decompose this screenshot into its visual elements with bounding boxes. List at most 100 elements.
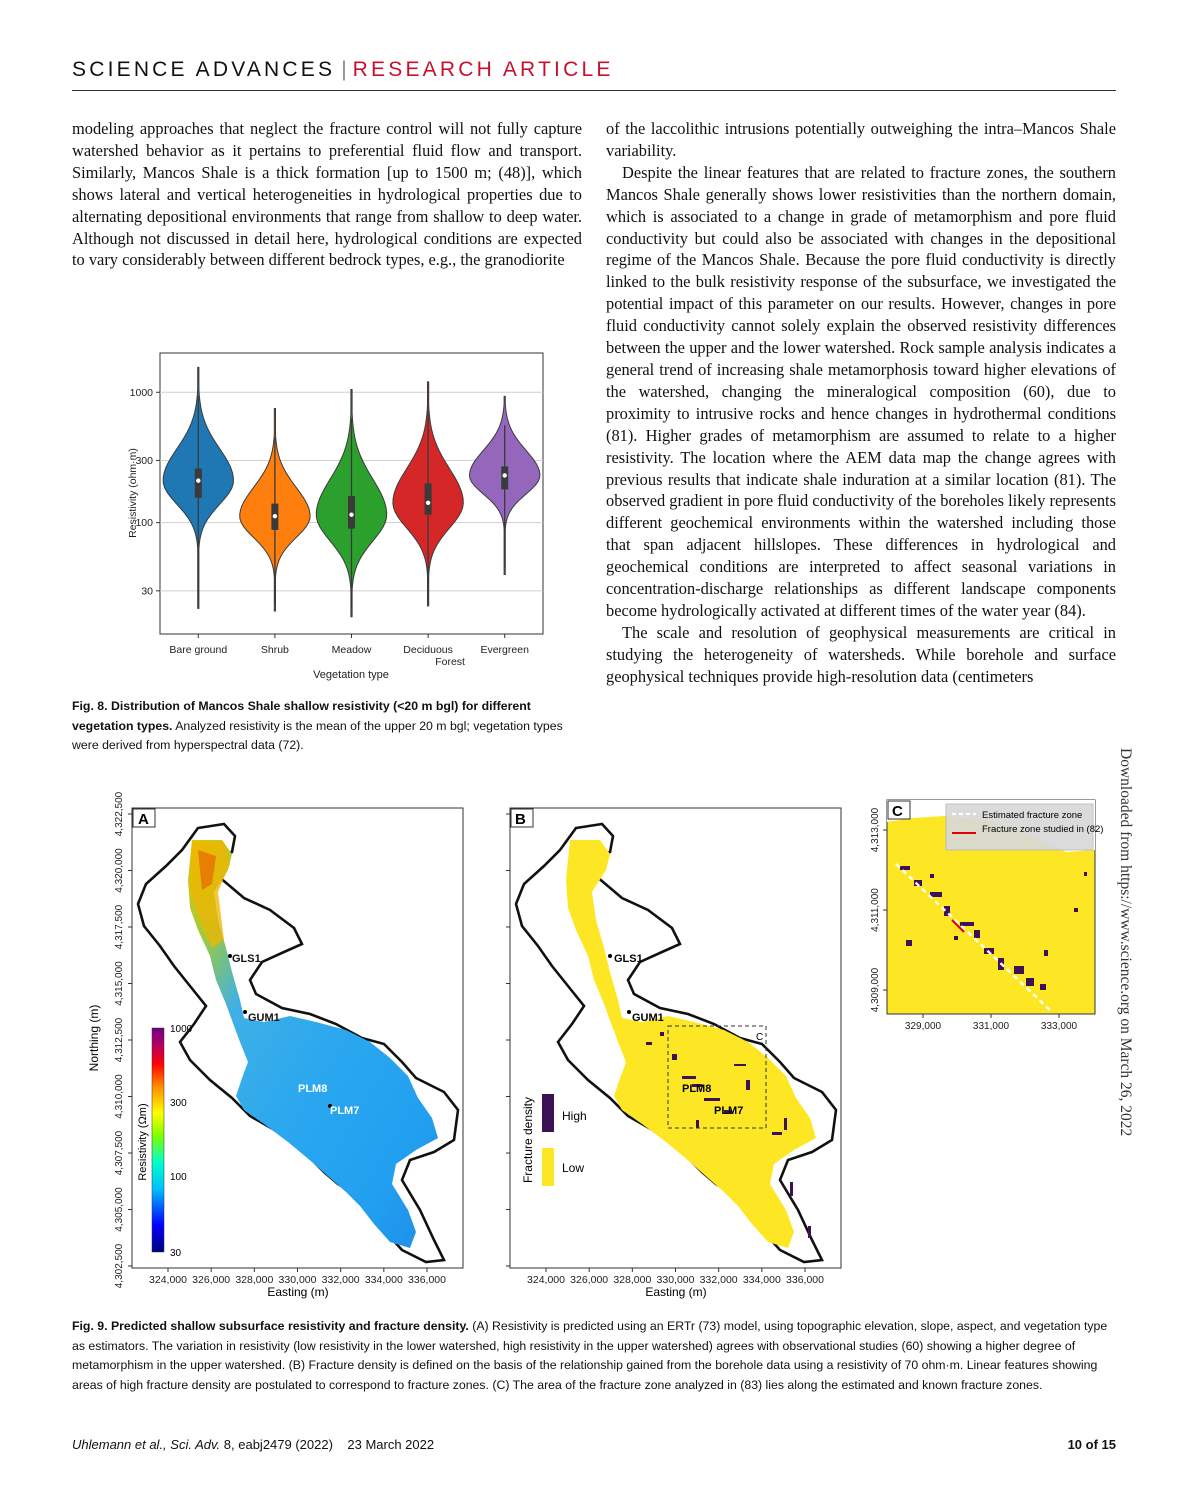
fig9b-site-plm7: PLM7: [714, 1105, 743, 1117]
fig8-y-axis-label: Resistivity (ohm·m): [127, 448, 139, 538]
fig9b-fracture-speck: [734, 1064, 746, 1066]
fig9c-fracture-speck: [900, 866, 910, 870]
fig8-ytick-label: 300: [135, 455, 153, 467]
fig9b-site-gum1: GUM1: [632, 1012, 664, 1024]
fig9b-legend-low-swatch: [542, 1148, 554, 1186]
fig9a-site-plm7-marker: [328, 1104, 332, 1108]
fig8-xtick-label: Meadow: [332, 644, 372, 656]
fig9-ytick-label: 4,310,000: [114, 1074, 125, 1119]
fig9a-x-axis-label: Easting (m): [267, 1285, 328, 1299]
fig9a-colorbar-tick-30: 30: [170, 1248, 182, 1259]
fig9b-inset-box: [667, 1025, 767, 1129]
fig9b-fracture-speck: [646, 1042, 652, 1045]
fig9a-label-box: [132, 808, 156, 828]
fig8-xtick-label: Evergreen: [480, 644, 529, 656]
fig9b-legend-title: Fracture density: [521, 1097, 535, 1183]
fig9-ytick-label: 4,315,000: [114, 961, 125, 1006]
fig9a-colorbar-tick-100: 100: [170, 1172, 187, 1183]
page-footer: Uhlemann et al., Sci. Adv. 8, eabj2479 (…: [72, 1437, 434, 1452]
fig9a-watershed-outline: [136, 822, 460, 1264]
fig9b-legend-low: Low: [562, 1161, 584, 1175]
header-separator: |: [341, 58, 347, 81]
fig9c-fracture-speck: [954, 936, 958, 940]
fig9c-fracture-speck: [930, 874, 934, 878]
fig8-x-axis-label: Vegetation type: [313, 669, 389, 681]
fig9b-site-gls1: GLS1: [614, 953, 643, 965]
fig9-xtick-label: 328,000: [613, 1274, 651, 1286]
fig9c-fracture-speck: [1044, 950, 1048, 956]
fig9b-panel-label: B: [515, 811, 526, 828]
fig9c-legend-estimated: Estimated fracture zone: [982, 810, 1082, 821]
fig8-xtick-label: Shrub: [261, 644, 289, 656]
fig9-ytick-label: 4,320,000: [114, 848, 125, 893]
right-paragraph-2: Despite the linear features that are rel…: [606, 162, 1116, 620]
fig8-iqr-box-3: [424, 483, 432, 515]
fig9c-studied-fracture-zone: [951, 919, 965, 933]
fig9a-colorbar-tick-300: 300: [170, 1098, 187, 1109]
right-paragraph-3: The scale and resolution of geophysical …: [606, 622, 1116, 686]
fig9b-fracture-speck: [808, 1226, 811, 1238]
fig9-ytick-label: 4,307,500: [114, 1130, 125, 1175]
fig9b-site-gls1-marker: [608, 954, 612, 958]
fig9c-fracture-speck: [914, 880, 922, 886]
fig8-iqr-box-2: [348, 496, 355, 529]
fig9a-resistivity-map: [188, 840, 438, 1248]
section-name: RESEARCH ARTICLE: [352, 58, 614, 81]
fig9-xtick-label: 324,000: [527, 1274, 565, 1286]
fig9-ytick-label: 4,317,500: [114, 904, 125, 949]
fig8-xtick-sublabel: Forest: [435, 656, 465, 668]
fig9b-fracture-speck: [772, 1132, 782, 1135]
header-rule: [72, 90, 1116, 91]
fig9-maps: A 1000 300 100 30 Resistivity (Ωm) GLS1 …: [87, 791, 1103, 1299]
fig9-ytick-label: 4,302,500: [114, 1243, 125, 1288]
fig9-caption-title: Fig. 9. Predicted shallow subsurface res…: [72, 1319, 469, 1333]
fig9a-colorbar: [151, 1027, 165, 1253]
fig9b-legend-high: High: [562, 1109, 587, 1123]
fig8-ytick-label: 1000: [130, 387, 154, 399]
fig9b-fracture-speck: [784, 1118, 787, 1130]
fig9c-fracture-speck: [1074, 908, 1078, 912]
fig8-caption-body: Analyzed resistivity is the mean of the …: [72, 718, 563, 753]
fig9b-fracture-speck: [660, 1032, 664, 1036]
footer-citation: 8, eabj2479 (2022) 23 March 2022: [223, 1437, 435, 1452]
fig9b-watershed-outline: [514, 822, 838, 1264]
fig8-xtick-label: Deciduous: [403, 644, 453, 656]
fig9-xtick-label: 331,000: [973, 1021, 1010, 1032]
fig9b-fracture-speck: [672, 1054, 677, 1060]
fig9-caption-body: (A) Resistivity is predicted using an ER…: [72, 1319, 1108, 1392]
fig9b-fracture-low-area: [566, 840, 816, 1248]
fig9c-legend: [945, 803, 1094, 851]
left-paragraph-1: modeling approaches that neglect the fra…: [72, 119, 582, 270]
fig9c-fracture-speck: [1026, 978, 1034, 986]
fig9c-fracture-speck: [906, 940, 912, 946]
fig9a-site-plm7: PLM7: [330, 1105, 359, 1117]
fig8-violin-chart: 30 100 300 1000 Bare ground Shrub Meadow Decid…: [127, 352, 544, 681]
fig9-ytick-label: 4,312,500: [114, 1017, 125, 1062]
fig9-xtick-label: 333,000: [1041, 1021, 1078, 1032]
page-header: SCIENCE ADVANCES | RESEARCH ARTICLE: [72, 58, 614, 82]
fig9b-fracture-speck: [724, 1110, 732, 1114]
right-column: of the laccolithic intrusions potentiall…: [606, 118, 1116, 688]
fig9c-fracture-speck: [944, 906, 950, 916]
fig9b-fracture-speck: [692, 1084, 702, 1087]
fig9b-x-axis-label: Easting (m): [645, 1285, 706, 1299]
fig9-xtick-label: 324,000: [149, 1274, 187, 1286]
fig9-xtick-label: 326,000: [570, 1274, 608, 1286]
fig9b-fracture-speck: [790, 1182, 793, 1196]
fig8-median-0: [196, 478, 201, 483]
fig9b-fracture-speck: [746, 1080, 750, 1090]
fig9c-ytick-label: 4,311,000: [870, 888, 881, 932]
fig8-median-3: [425, 500, 431, 505]
fig9c-fracture-speck: [960, 922, 974, 926]
fig9c-legend-studied: Fracture zone studied in (82): [982, 824, 1103, 835]
fig9b-inset-label: C: [756, 1032, 763, 1043]
download-notice: Downloaded from https://www.science.org …: [1117, 748, 1134, 1137]
fig9a-colorbar-label: Resistivity (Ωm): [137, 1103, 149, 1180]
fig9-xtick-label: 326,000: [192, 1274, 230, 1286]
fig9b-site-gum1-marker: [627, 1010, 631, 1014]
fig9a-very-high-resistivity-zone: [198, 850, 216, 890]
fig9-xtick-label: 330,000: [279, 1274, 317, 1286]
fig8-median-1: [272, 514, 278, 519]
fig9b-fracture-speck: [696, 1120, 699, 1128]
fig9b-site-plm8: PLM8: [682, 1083, 711, 1095]
